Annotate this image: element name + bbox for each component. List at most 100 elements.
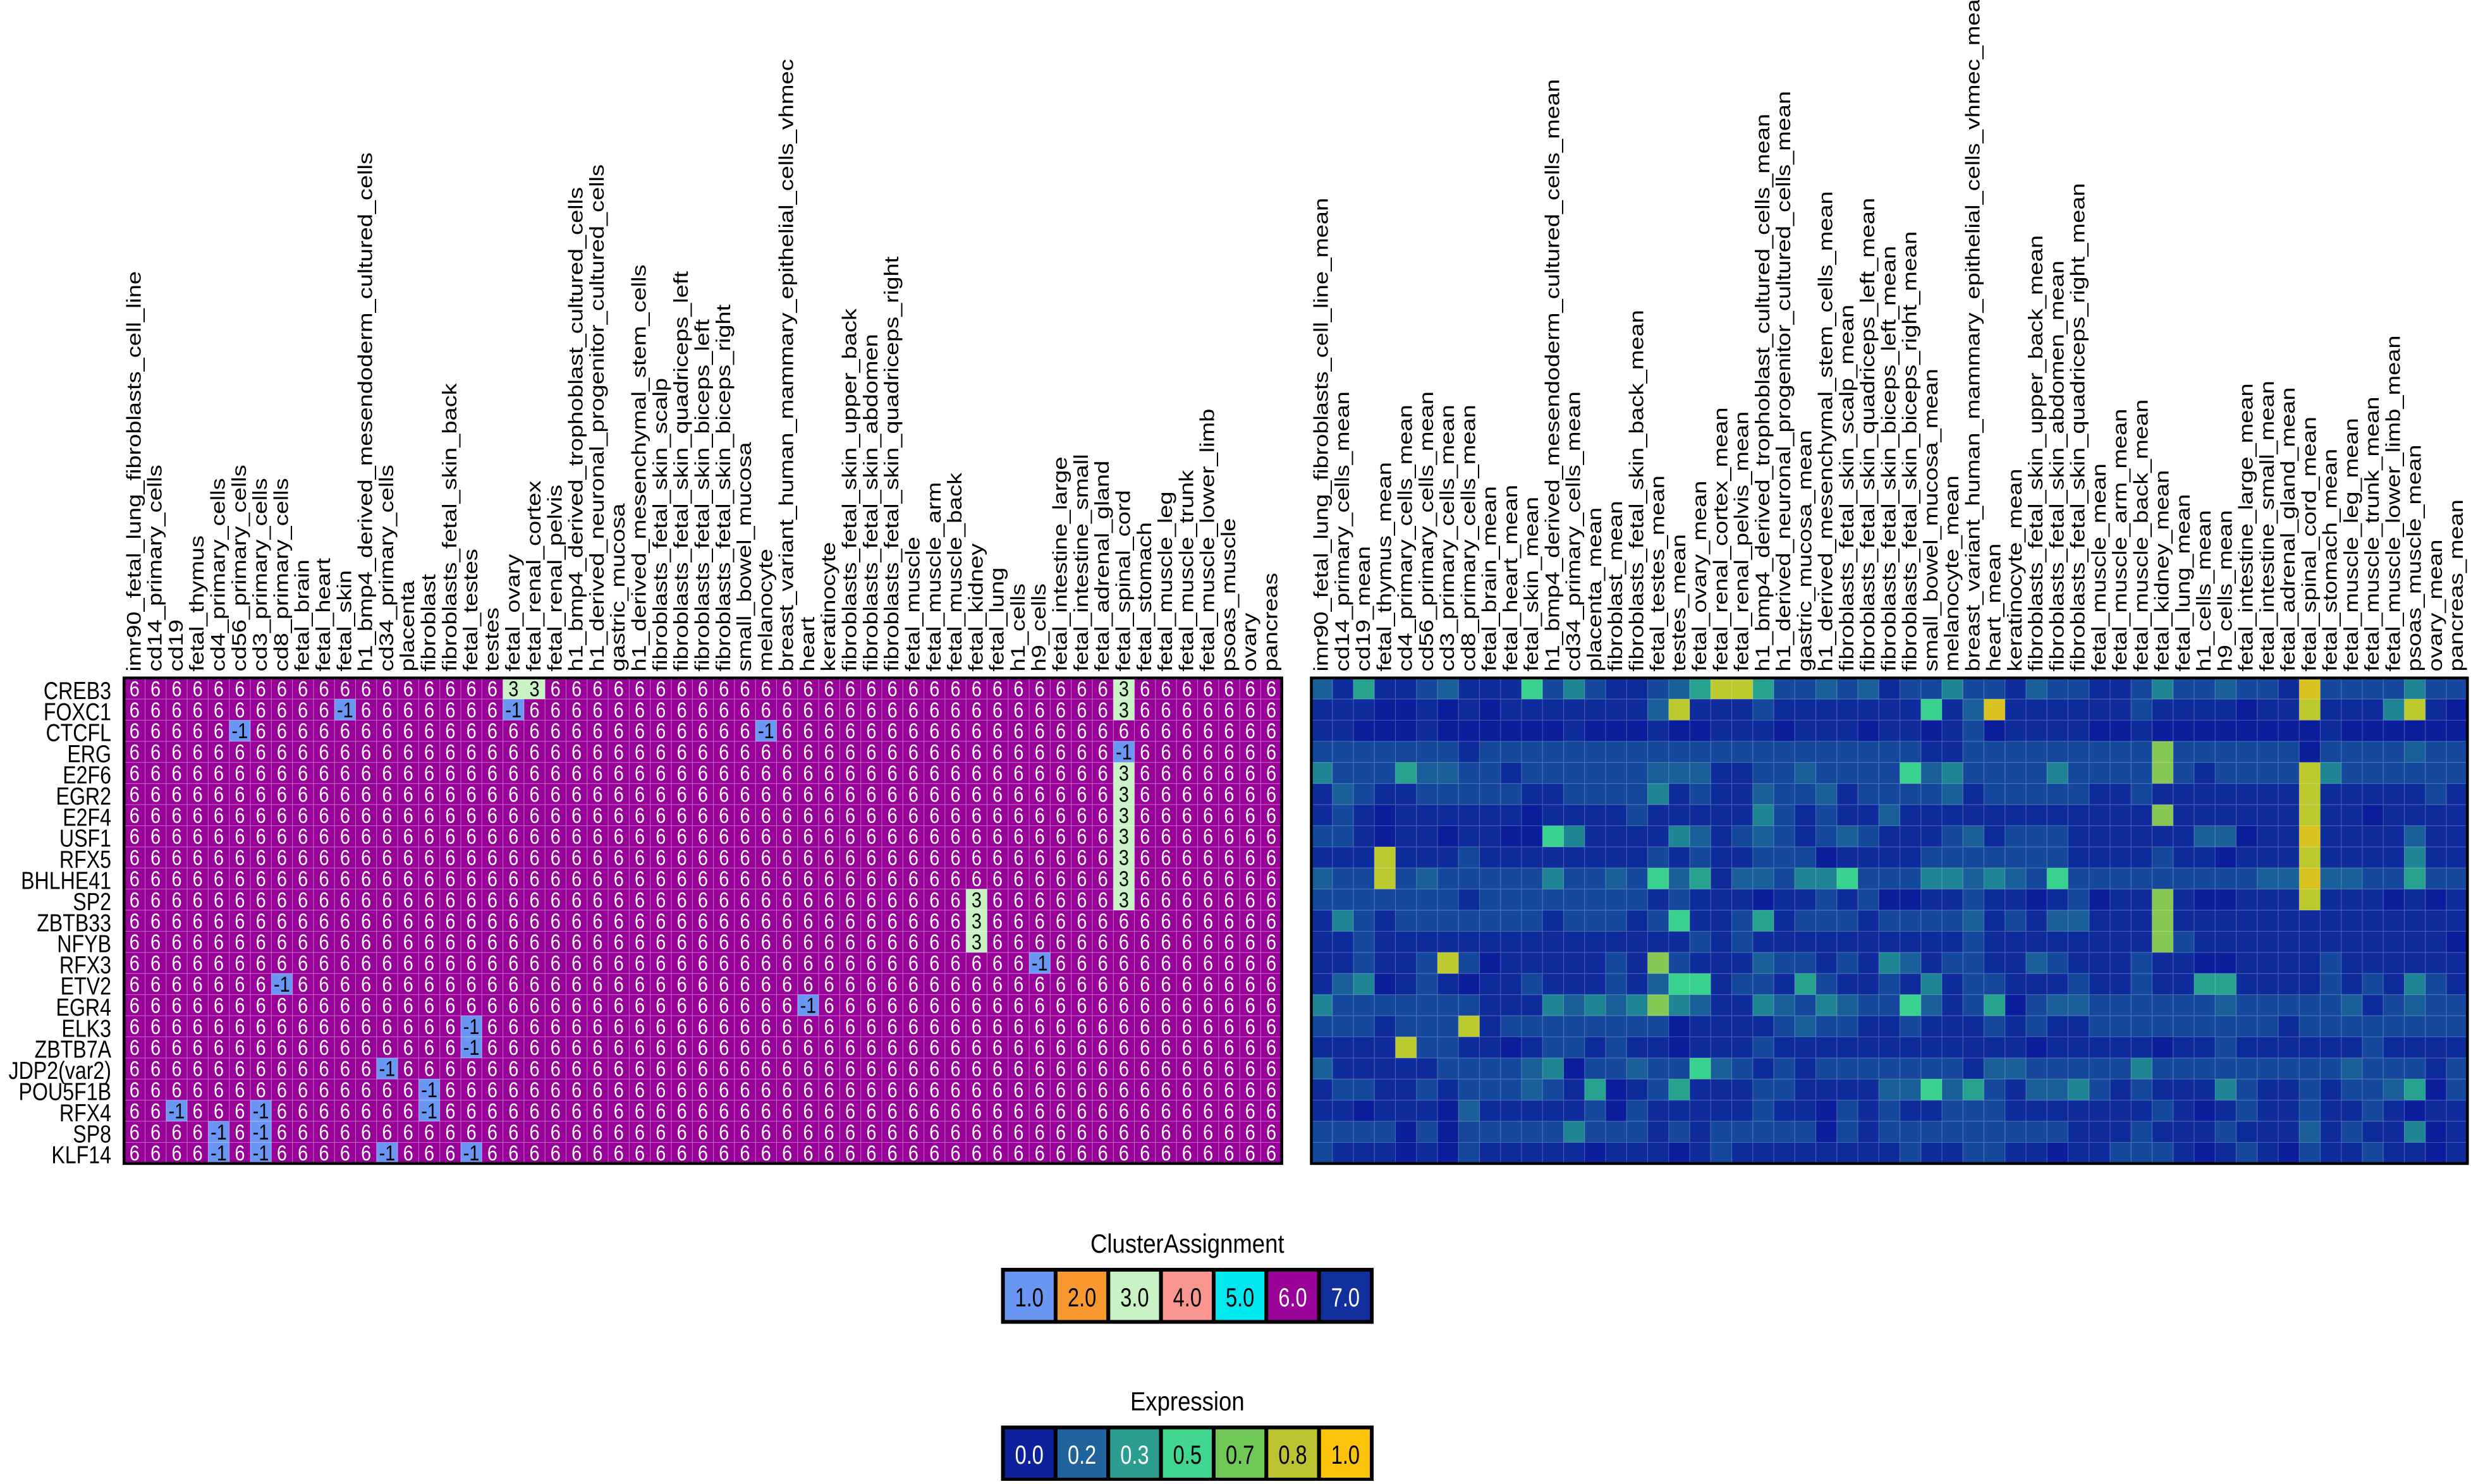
svg-text:POU5F1B: POU5F1B — [19, 1078, 111, 1105]
svg-text:6: 6 — [592, 1120, 602, 1145]
svg-text:6: 6 — [1077, 1056, 1087, 1081]
svg-text:6: 6 — [866, 951, 876, 975]
svg-text:6: 6 — [656, 1141, 666, 1165]
svg-text:6: 6 — [1224, 930, 1234, 954]
svg-text:6: 6 — [193, 951, 203, 975]
svg-text:6: 6 — [1266, 1141, 1276, 1165]
svg-text:6: 6 — [866, 739, 876, 764]
svg-text:6: 6 — [403, 1141, 413, 1165]
svg-text:Expression: Expression — [1130, 1387, 1245, 1416]
svg-text:6: 6 — [824, 761, 834, 786]
svg-text:6: 6 — [319, 845, 329, 870]
svg-text:6: 6 — [866, 845, 876, 870]
svg-text:6: 6 — [592, 676, 602, 701]
svg-text:6: 6 — [130, 698, 140, 722]
svg-text:6: 6 — [992, 739, 1003, 764]
svg-text:6: 6 — [340, 909, 350, 934]
svg-text:6: 6 — [740, 739, 750, 764]
svg-text:6: 6 — [445, 867, 455, 891]
svg-text:6: 6 — [1077, 972, 1087, 997]
svg-text:6: 6 — [235, 803, 245, 828]
svg-text:pancreas_mean: pancreas_mean — [2446, 499, 2467, 671]
svg-text:6: 6 — [845, 698, 855, 722]
svg-text:6: 6 — [761, 782, 771, 806]
svg-text:6: 6 — [635, 1056, 645, 1081]
svg-text:6: 6 — [824, 930, 834, 954]
svg-text:6: 6 — [972, 1056, 982, 1081]
svg-text:3: 3 — [1119, 845, 1129, 870]
svg-text:6: 6 — [1035, 824, 1045, 849]
svg-text:6: 6 — [761, 676, 771, 701]
svg-text:6: 6 — [1013, 909, 1023, 934]
svg-text:6: 6 — [382, 1035, 392, 1060]
svg-text:6: 6 — [508, 972, 518, 997]
svg-text:6: 6 — [845, 761, 855, 786]
svg-text:6: 6 — [992, 1056, 1003, 1081]
svg-text:6: 6 — [487, 1120, 497, 1145]
svg-text:6: 6 — [1013, 845, 1023, 870]
svg-text:6: 6 — [150, 824, 161, 849]
svg-text:6: 6 — [866, 761, 876, 786]
svg-text:h1_bmp4_derived_mesendoderm_cu: h1_bmp4_derived_mesendoderm_cultured_cel… — [1542, 79, 1563, 672]
svg-text:6: 6 — [1161, 993, 1171, 1018]
svg-text:-1: -1 — [253, 1098, 269, 1123]
svg-text:6: 6 — [1203, 887, 1213, 912]
svg-text:6: 6 — [635, 739, 645, 764]
svg-text:6: 6 — [1224, 761, 1234, 786]
svg-text:6: 6 — [340, 761, 350, 786]
svg-text:3: 3 — [530, 676, 540, 701]
svg-text:6: 6 — [1077, 930, 1087, 954]
svg-text:6: 6 — [193, 1098, 203, 1123]
svg-text:6: 6 — [277, 1014, 287, 1039]
svg-text:6: 6 — [298, 909, 308, 934]
svg-text:6: 6 — [277, 803, 287, 828]
svg-text:6: 6 — [319, 951, 329, 975]
svg-text:6: 6 — [698, 887, 708, 912]
svg-text:6: 6 — [424, 761, 434, 786]
svg-text:6: 6 — [1077, 719, 1087, 743]
svg-text:-1: -1 — [379, 1141, 396, 1165]
svg-text:6: 6 — [803, 761, 813, 786]
svg-text:6: 6 — [1098, 909, 1108, 934]
svg-text:6: 6 — [888, 824, 898, 849]
svg-text:6: 6 — [761, 1120, 771, 1145]
svg-text:6: 6 — [403, 930, 413, 954]
svg-text:6: 6 — [1224, 1120, 1234, 1145]
svg-text:fibroblasts_fetal_skin_back_me: fibroblasts_fetal_skin_back_mean — [1626, 310, 1647, 671]
svg-text:6: 6 — [130, 1056, 140, 1081]
svg-text:6: 6 — [256, 930, 266, 954]
svg-text:6: 6 — [571, 739, 582, 764]
svg-text:6: 6 — [782, 1014, 792, 1039]
svg-text:6: 6 — [403, 698, 413, 722]
svg-text:6: 6 — [1119, 1035, 1129, 1060]
svg-text:6: 6 — [1098, 1035, 1108, 1060]
svg-text:6: 6 — [256, 739, 266, 764]
svg-text:6: 6 — [1056, 782, 1066, 806]
svg-text:6: 6 — [1203, 1014, 1213, 1039]
svg-text:6: 6 — [403, 887, 413, 912]
svg-text:6: 6 — [824, 1098, 834, 1123]
svg-text:-1: -1 — [421, 1098, 437, 1123]
svg-text:6: 6 — [530, 698, 540, 722]
svg-text:6: 6 — [929, 676, 939, 701]
svg-text:6: 6 — [929, 1056, 939, 1081]
svg-text:6: 6 — [1056, 676, 1066, 701]
svg-text:6: 6 — [888, 1014, 898, 1039]
svg-text:fibroblast_mean: fibroblast_mean — [1605, 501, 1626, 671]
svg-text:6: 6 — [1245, 824, 1255, 849]
svg-text:6: 6 — [845, 1141, 855, 1165]
svg-text:6: 6 — [467, 867, 477, 891]
svg-text:6: 6 — [761, 1056, 771, 1081]
svg-text:6: 6 — [803, 1056, 813, 1081]
svg-text:6: 6 — [1056, 1035, 1066, 1060]
svg-text:6: 6 — [782, 761, 792, 786]
svg-text:6: 6 — [445, 909, 455, 934]
svg-text:3: 3 — [1119, 782, 1129, 806]
svg-text:6: 6 — [929, 1078, 939, 1102]
svg-text:6: 6 — [214, 719, 224, 743]
svg-text:6: 6 — [592, 951, 602, 975]
svg-text:6: 6 — [130, 1035, 140, 1060]
svg-text:6: 6 — [908, 972, 918, 997]
svg-text:6: 6 — [614, 951, 624, 975]
svg-text:fetal_stomach: fetal_stomach — [1134, 522, 1156, 671]
